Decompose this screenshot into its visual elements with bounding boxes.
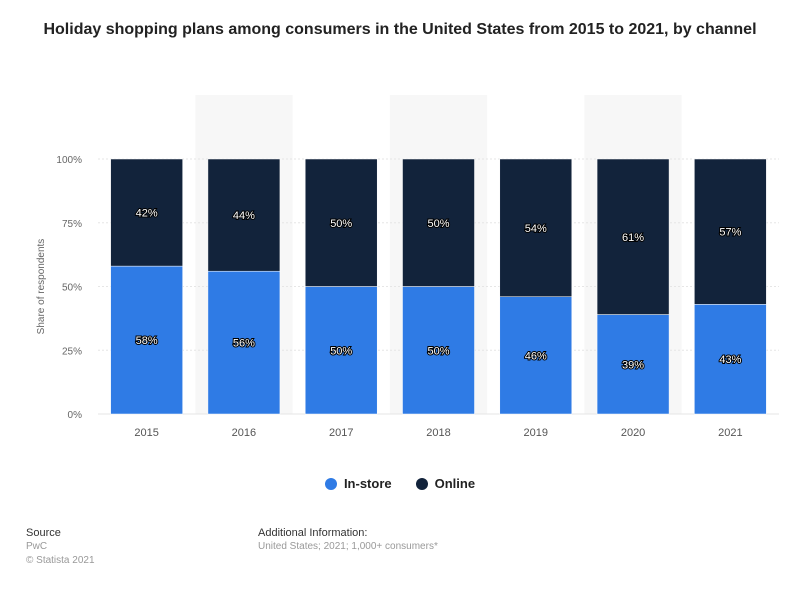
x-tick-label: 2016 xyxy=(232,427,256,439)
data-label: 50% xyxy=(330,345,352,357)
copyright[interactable]: © Statista 2021 xyxy=(26,555,95,566)
x-tick-label: 2017 xyxy=(329,427,353,439)
y-tick-label: 100% xyxy=(56,155,82,166)
bar-in-store-2016 xyxy=(207,270,281,415)
data-label: 39% xyxy=(622,359,644,371)
bar-online-2015 xyxy=(110,158,183,267)
data-label: 44% xyxy=(233,210,255,222)
chart-title: Holiday shopping plans among consumers i… xyxy=(43,21,757,38)
bar-online-2017 xyxy=(304,158,378,287)
data-label: 46% xyxy=(525,350,547,362)
bar-in-store-2020 xyxy=(596,314,670,415)
data-label: 50% xyxy=(330,218,352,230)
legend-label-in-store: In-store xyxy=(343,476,392,491)
x-tick-label: 2021 xyxy=(718,427,742,439)
data-label: 61% xyxy=(622,232,644,244)
y-axis-label: Share of respondents xyxy=(36,239,47,335)
data-label: 50% xyxy=(427,218,449,230)
x-tick-label: 2015 xyxy=(134,427,158,439)
bar-in-store-2015 xyxy=(110,265,183,415)
legend-item-online[interactable]: Online xyxy=(415,476,476,491)
legend-swatch-online xyxy=(415,477,428,490)
data-label: 56% xyxy=(233,338,255,350)
bar-in-store-2018 xyxy=(402,286,475,415)
additional-info-block: Additional Information: United States; 2… xyxy=(258,526,438,554)
x-tick-label: 2019 xyxy=(524,427,548,439)
data-label: 57% xyxy=(719,227,741,239)
legend-item-in-store[interactable]: In-store xyxy=(324,476,392,491)
y-tick-label: 0% xyxy=(68,410,83,421)
source-label: Source xyxy=(26,527,61,539)
bar-online-2019 xyxy=(499,158,573,297)
legend-swatch-in-store xyxy=(324,477,337,490)
bar-online-2020 xyxy=(596,158,670,315)
data-label: 42% xyxy=(136,208,158,220)
x-tick-label: 2018 xyxy=(426,427,450,439)
bar-online-2018 xyxy=(402,158,475,287)
x-tick-label: 2020 xyxy=(621,427,645,439)
additional-info-label: Additional Information: xyxy=(258,527,368,539)
legend: In-store Online xyxy=(0,476,800,491)
data-label: 43% xyxy=(719,354,741,366)
source-block: Source PwC © Statista 2021 xyxy=(26,526,95,568)
source-value[interactable]: PwC xyxy=(26,541,48,552)
additional-info-value: United States; 2021; 1,000+ consumers* xyxy=(258,541,438,552)
bar-in-store-2019 xyxy=(499,296,573,415)
data-label: 50% xyxy=(427,345,449,357)
legend-label-online: Online xyxy=(434,476,476,491)
bar-online-2021 xyxy=(694,158,767,305)
data-label: 54% xyxy=(525,223,547,235)
y-tick-label: 50% xyxy=(62,283,82,294)
y-tick-label: 25% xyxy=(62,346,82,357)
bar-online-2016 xyxy=(207,158,281,272)
y-tick-label: 75% xyxy=(62,219,82,230)
bar-in-store-2017 xyxy=(304,286,378,415)
data-label: 58% xyxy=(136,335,158,347)
